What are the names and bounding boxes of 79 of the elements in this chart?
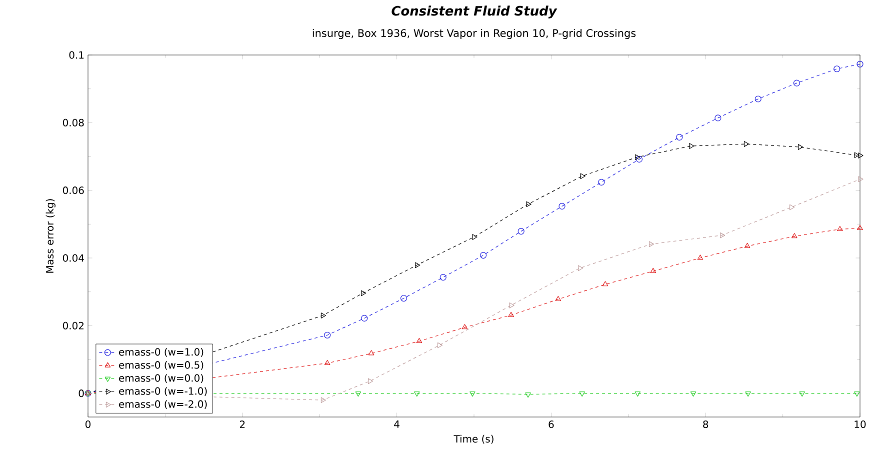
point bbox=[440, 274, 446, 281]
x-tick-label: 10 bbox=[854, 420, 866, 428]
point bbox=[837, 226, 843, 232]
point bbox=[415, 262, 420, 268]
y-tick-label: 0.08 bbox=[62, 118, 84, 126]
point bbox=[525, 392, 531, 398]
point bbox=[579, 392, 585, 397]
point bbox=[602, 281, 608, 286]
point bbox=[676, 134, 683, 140]
legend-label: emass-0 (w=-1.0) bbox=[119, 387, 207, 396]
point bbox=[790, 204, 795, 210]
point bbox=[320, 312, 326, 318]
point bbox=[324, 332, 331, 338]
point bbox=[578, 265, 584, 272]
point bbox=[720, 232, 726, 238]
point bbox=[580, 173, 586, 180]
point bbox=[858, 176, 864, 182]
point bbox=[555, 296, 562, 302]
point bbox=[480, 252, 487, 259]
point bbox=[636, 156, 643, 162]
point bbox=[745, 392, 751, 397]
point bbox=[598, 178, 605, 186]
y-tick-label: 0.02 bbox=[62, 322, 84, 330]
point bbox=[856, 60, 864, 68]
x-tick-label: 8 bbox=[703, 420, 708, 428]
point bbox=[518, 228, 524, 235]
point bbox=[508, 312, 514, 317]
chart-subtitle: insurge, Box 1936, Worst Vapor in Region 10, P-grid Crossings bbox=[312, 28, 636, 40]
x-tick-label: 6 bbox=[548, 420, 554, 428]
point bbox=[437, 342, 443, 348]
point bbox=[834, 66, 840, 72]
legend-label: emass-0 (w=0.0) bbox=[119, 374, 204, 383]
point bbox=[650, 268, 656, 273]
point bbox=[361, 314, 368, 322]
point bbox=[462, 324, 468, 330]
point bbox=[472, 234, 478, 240]
point bbox=[470, 392, 476, 397]
x-tick-label: 0 bbox=[85, 420, 91, 428]
point bbox=[649, 241, 654, 248]
point bbox=[368, 378, 374, 384]
point bbox=[320, 397, 326, 403]
point bbox=[754, 96, 762, 102]
point bbox=[355, 392, 362, 397]
point bbox=[744, 141, 750, 147]
legend-label: emass-0 (w=-2.0) bbox=[119, 400, 207, 410]
point bbox=[414, 392, 420, 397]
point bbox=[857, 224, 863, 230]
y-axis-title: Mass error (kg) bbox=[46, 199, 56, 273]
point bbox=[714, 114, 722, 122]
y-tick-label: 0.04 bbox=[62, 254, 84, 262]
point bbox=[526, 201, 532, 208]
legend-label: emass-0 (w=1.0) bbox=[119, 348, 204, 357]
x-axis-title: Time (s) bbox=[454, 434, 494, 444]
point bbox=[368, 350, 374, 356]
point bbox=[509, 302, 514, 308]
point bbox=[400, 294, 408, 302]
point bbox=[744, 242, 750, 248]
legend-label: emass-0 (w=0.5) bbox=[119, 361, 204, 370]
point bbox=[854, 152, 860, 158]
point bbox=[792, 233, 798, 238]
point bbox=[697, 254, 704, 260]
chart-title: Consistent Fluid Study bbox=[392, 6, 558, 18]
x-tick-label: 2 bbox=[240, 420, 245, 428]
point bbox=[361, 290, 366, 296]
point bbox=[558, 202, 566, 210]
point bbox=[854, 392, 860, 397]
point bbox=[793, 80, 800, 86]
point bbox=[690, 392, 696, 397]
point bbox=[324, 360, 330, 365]
point bbox=[798, 144, 804, 150]
y-tick-label: 0.06 bbox=[62, 186, 84, 194]
point bbox=[689, 143, 694, 149]
x-tick-label: 4 bbox=[394, 420, 400, 428]
y-tick-label: 0 bbox=[78, 390, 84, 398]
point bbox=[416, 338, 422, 344]
y-tick-label: 0.1 bbox=[69, 51, 84, 59]
point bbox=[858, 152, 864, 158]
point bbox=[799, 392, 805, 397]
point bbox=[634, 392, 641, 397]
